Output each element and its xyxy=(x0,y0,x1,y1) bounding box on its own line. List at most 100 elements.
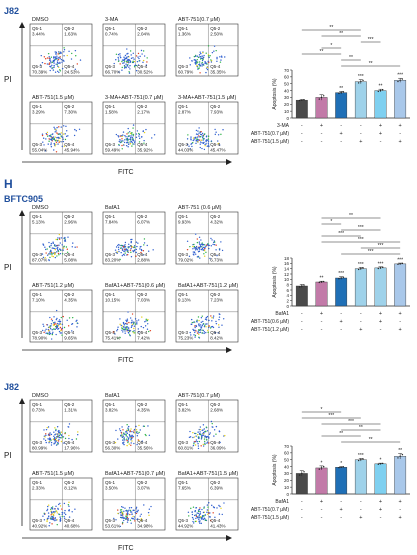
scatter-dot xyxy=(207,138,210,140)
treatment-sign: + xyxy=(379,123,382,129)
scatter-dot xyxy=(120,140,122,142)
scatter-dot xyxy=(54,244,56,246)
scatter-dot xyxy=(189,148,191,150)
scatter-dot xyxy=(195,517,197,520)
scatter-dot xyxy=(62,136,64,138)
scatter-dot xyxy=(130,428,132,430)
quadrant-name: Q5-2 xyxy=(210,104,221,109)
scatter-dot xyxy=(135,432,138,434)
scatter-dot xyxy=(51,247,54,249)
fitc-arrow-head xyxy=(226,535,232,541)
scatter-dot xyxy=(46,133,48,136)
scatter-dot xyxy=(72,242,74,244)
quadrant-name: Q5-4 xyxy=(137,330,148,335)
quadrant-name: Q5-3 xyxy=(105,64,116,69)
scatter-dot xyxy=(119,511,122,513)
scatter-dot xyxy=(190,136,192,138)
scatter-dot xyxy=(211,325,214,328)
scatter-dot xyxy=(202,56,205,59)
scatter-dot xyxy=(44,436,46,438)
y-tick-label: 40 xyxy=(284,88,290,93)
scatter-dot xyxy=(188,436,191,439)
scatter-dot xyxy=(133,325,136,327)
scatter-dot xyxy=(208,247,210,250)
scatter-dot xyxy=(117,135,119,137)
scatter-dot xyxy=(122,435,125,437)
bracket-label: *** xyxy=(348,419,354,425)
scatter-dot xyxy=(122,506,124,509)
scatter-dot xyxy=(204,60,206,63)
scatter-dot xyxy=(198,437,200,440)
scatter-dot xyxy=(208,502,210,504)
scatter-dot xyxy=(48,434,51,437)
scatter-dot xyxy=(199,65,202,67)
scatter-dot xyxy=(59,332,62,334)
scatter-dot xyxy=(202,445,205,447)
scatter-dot xyxy=(127,427,129,429)
treatment-label: ABT-751(0.7 μM) xyxy=(251,507,290,513)
scatter-dot xyxy=(124,330,126,332)
scatter-dot xyxy=(198,440,201,443)
scatter-dot xyxy=(196,66,199,68)
scatter-dot xyxy=(201,247,204,250)
data-point xyxy=(323,466,325,468)
scatter-dot xyxy=(199,522,201,524)
scatter-dot xyxy=(147,511,150,514)
scatter-dot xyxy=(43,519,46,521)
scatter-dot xyxy=(142,250,145,252)
scatter-dot xyxy=(129,245,132,247)
scatter-dot xyxy=(118,243,120,246)
treatment-sign: - xyxy=(380,139,382,145)
scatter-dot xyxy=(128,321,130,324)
scatter-dot xyxy=(210,140,213,142)
scatter-dot xyxy=(50,338,53,340)
y-tick-label: 10 xyxy=(284,485,290,490)
scatter-dot xyxy=(63,442,65,444)
scatter-dot xyxy=(198,54,201,56)
scatter-dot xyxy=(139,60,141,62)
quadrant-value: 9.93% xyxy=(178,220,191,225)
scatter-dot xyxy=(68,509,70,511)
scatter-dot xyxy=(42,515,44,517)
treatment-sign: - xyxy=(301,499,303,505)
scatter-dot xyxy=(215,49,217,52)
scatter-dot xyxy=(61,323,64,326)
scatter-dot xyxy=(67,236,69,238)
treatment-sign: - xyxy=(301,515,303,521)
scatter-dot xyxy=(134,511,136,514)
scatter-dot xyxy=(60,323,62,325)
scatter-dot xyxy=(197,316,200,318)
scatter-dot xyxy=(221,56,223,58)
scatter-dot xyxy=(61,253,64,255)
scatter-dot xyxy=(130,247,132,250)
treatment-sign: - xyxy=(360,319,362,325)
scatter-dot xyxy=(203,54,205,57)
scatter-dot xyxy=(47,434,50,436)
y-tick-label: 50 xyxy=(284,458,290,463)
scatter-dot xyxy=(50,325,52,327)
quadrant-value: 5.08% xyxy=(64,258,77,263)
scatter-dot xyxy=(56,255,58,257)
significance-star: *** xyxy=(358,262,364,268)
scatter-dot xyxy=(220,59,222,61)
scatter-dot xyxy=(220,133,222,136)
scatter-dot xyxy=(196,433,199,436)
scatter-dot xyxy=(64,138,67,141)
scatter-dot xyxy=(205,426,208,428)
scatter-dot xyxy=(206,430,209,432)
scatter-dot xyxy=(57,250,60,252)
quadrant-value: 7.30% xyxy=(64,110,77,115)
bar xyxy=(295,99,308,119)
scatter-dot xyxy=(198,328,200,331)
scatter-dot xyxy=(55,129,57,131)
scatter-dot xyxy=(121,506,123,508)
scatter-dot xyxy=(43,325,45,327)
treatment-sign: - xyxy=(321,319,323,325)
scatter-dot xyxy=(129,435,131,438)
scatter-dot xyxy=(44,257,46,259)
scatter-dot xyxy=(133,322,135,324)
quadrant-name: Q5-3 xyxy=(178,330,189,335)
scatter-dot xyxy=(124,139,126,141)
quadrant-name: Q5-1 xyxy=(32,402,43,407)
scatter-dot xyxy=(119,55,121,57)
